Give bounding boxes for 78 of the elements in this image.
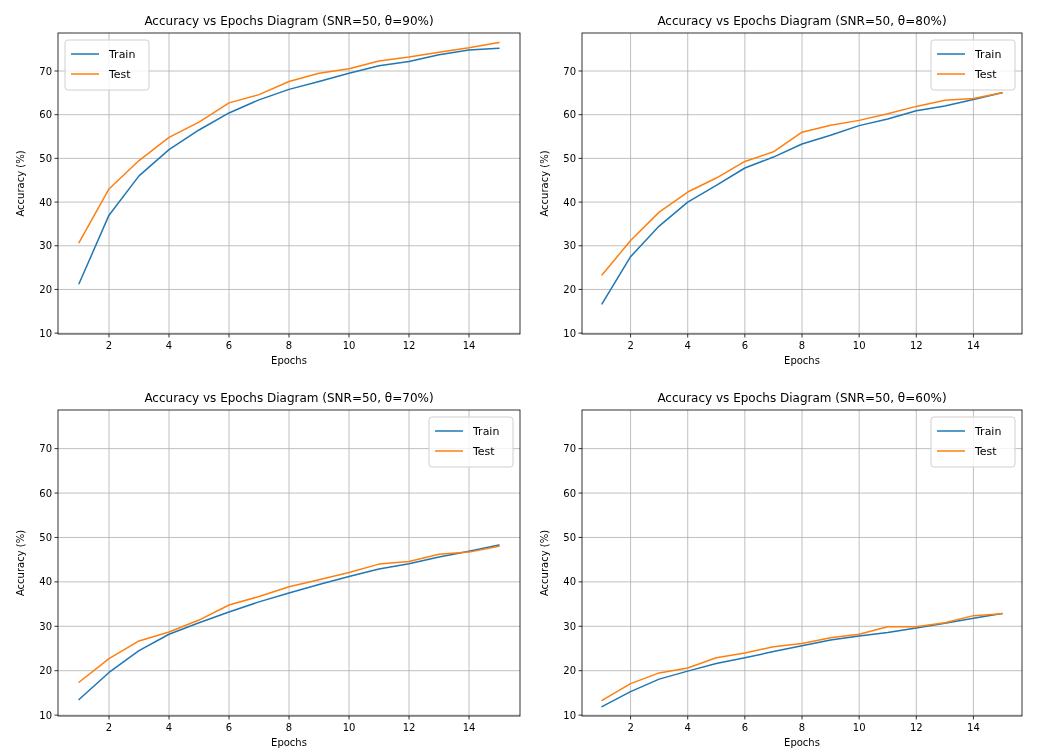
x-tick-label: 8 <box>798 722 806 733</box>
x-tick-label: 2 <box>105 722 113 733</box>
y-tick-label: 20 <box>39 665 52 677</box>
x-tick-label: 2 <box>105 340 113 351</box>
x-axis-title: Epochs <box>271 355 307 366</box>
y-tick-label: 70 <box>39 443 52 455</box>
x-axis-title: Epochs <box>271 737 307 748</box>
x-tick-label: 10 <box>342 722 356 733</box>
y-axis-title: Accuracy (%) <box>15 150 26 217</box>
x-tick-label: 6 <box>741 340 749 351</box>
x-tick-label: 4 <box>684 340 691 351</box>
y-axis-title: Accuracy (%) <box>15 529 26 597</box>
y-tick-label: 30 <box>563 240 576 252</box>
x-tick-label: 10 <box>852 722 866 733</box>
x-tick-label: 4 <box>165 722 173 733</box>
y-tick-label: 70 <box>39 65 52 77</box>
y-tick-label: 30 <box>39 240 52 252</box>
y-tick-label: 50 <box>563 152 576 164</box>
y-tick-label: 60 <box>563 487 576 499</box>
line-series <box>78 41 500 244</box>
legend-label: Test <box>974 444 998 458</box>
x-tick-label: 6 <box>225 340 233 351</box>
legend-label: Test <box>108 67 132 81</box>
y-tick-label: 40 <box>39 576 52 588</box>
x-tick-label: 14 <box>967 722 980 733</box>
y-tick-label: 70 <box>563 443 576 455</box>
y-tick-label: 10 <box>39 709 52 721</box>
x-tick-label: 8 <box>285 722 293 733</box>
x-tick-label: 14 <box>462 340 476 351</box>
x-axis-title: Epochs <box>784 355 820 366</box>
x-tick-label: 12 <box>909 340 923 351</box>
x-tick-label: 2 <box>627 340 634 351</box>
y-tick-label: 30 <box>39 620 52 632</box>
y-tick-label: 50 <box>563 531 576 543</box>
y-tick-label: 60 <box>39 109 52 121</box>
x-tick-label: 14 <box>967 340 980 351</box>
legend-label: Train <box>974 424 1002 438</box>
legend-label: Train <box>108 47 136 61</box>
x-tick-label: 8 <box>798 340 806 351</box>
legend-label: Test <box>974 67 998 81</box>
x-tick-label: 6 <box>225 722 233 733</box>
legend-label: Train <box>472 424 500 438</box>
y-tick-label: 60 <box>563 109 576 121</box>
y-tick-label: 60 <box>39 487 52 499</box>
x-tick-label: 2 <box>627 722 634 733</box>
x-tick-label: 8 <box>285 340 293 351</box>
y-tick-label: 20 <box>39 283 52 295</box>
chart-title: Accuracy vs Epochs Diagram (SNR=50, θ=70%) <box>144 391 434 405</box>
y-tick-label: 20 <box>563 283 576 295</box>
y-tick-label: 50 <box>39 152 52 164</box>
chart-title: Accuracy vs Epochs Diagram (SNR=50, θ=60%) <box>657 391 947 405</box>
y-axis-title: Accuracy (%) <box>539 529 550 597</box>
x-tick-label: 6 <box>741 722 749 733</box>
legend-label: Test <box>472 444 496 458</box>
x-tick-label: 12 <box>402 722 416 733</box>
chart-title: Accuracy vs Epochs Diagram (SNR=50, θ=80%) <box>657 14 947 28</box>
y-tick-label: 40 <box>563 196 576 208</box>
y-tick-label: 30 <box>563 620 576 632</box>
y-tick-label: 70 <box>563 65 576 77</box>
y-axis-title: Accuracy (%) <box>539 150 550 217</box>
x-tick-label: 14 <box>462 722 476 733</box>
y-tick-label: 10 <box>563 709 576 721</box>
line-series <box>78 47 500 285</box>
y-tick-label: 20 <box>563 665 576 677</box>
x-tick-label: 4 <box>684 722 691 733</box>
x-tick-label: 4 <box>165 340 173 351</box>
x-tick-label: 12 <box>402 340 416 351</box>
y-tick-label: 10 <box>563 327 576 339</box>
x-tick-label: 10 <box>342 340 356 351</box>
y-tick-label: 50 <box>39 531 52 543</box>
x-tick-label: 12 <box>909 722 923 733</box>
chart-title: Accuracy vs Epochs Diagram (SNR=50, θ=90%) <box>144 14 434 28</box>
legend-label: Train <box>974 47 1002 61</box>
x-axis-title: Epochs <box>784 737 820 748</box>
y-tick-label: 40 <box>39 196 52 208</box>
y-tick-label: 10 <box>39 327 52 339</box>
x-tick-label: 10 <box>852 340 866 351</box>
y-tick-label: 40 <box>563 576 576 588</box>
